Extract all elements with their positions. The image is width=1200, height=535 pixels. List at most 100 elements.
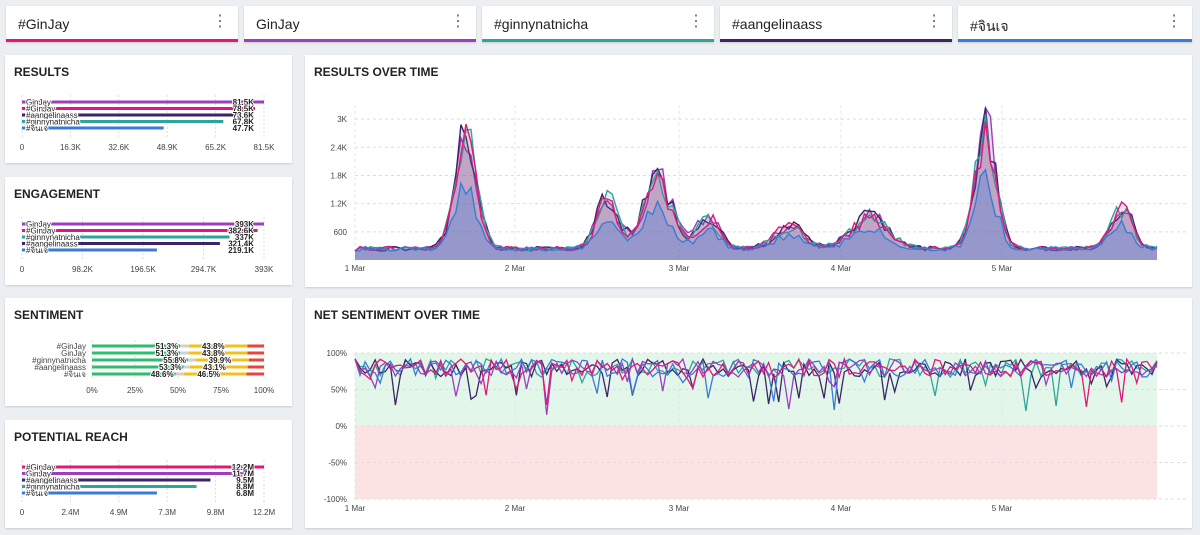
negative-bar (184, 372, 247, 376)
bar (22, 472, 255, 475)
legend-marker (257, 466, 262, 468)
positive-bar (92, 365, 184, 369)
tab-color-bar (244, 39, 476, 42)
negative-value-label: 46.5% (197, 370, 220, 379)
y-tick-label: 1.8K (331, 171, 348, 180)
bar-value-label: 73.6K (233, 111, 255, 120)
bar-value-label: 337K (235, 233, 254, 242)
more-options-icon[interactable]: ⋮ (688, 13, 704, 30)
negative-bar (188, 351, 248, 355)
series-area (355, 169, 1157, 260)
positive-bar (92, 344, 181, 348)
bar-value-label: 393K (235, 220, 254, 229)
bar-category-label: #ginnynatnicha (26, 233, 80, 242)
neutral-bar (175, 372, 185, 376)
axis-tick-label: 32.6K (108, 143, 130, 152)
bar-value-label: 47.7K (233, 124, 255, 133)
positive-bar (92, 358, 188, 362)
axis-tick-label: 65.2K (205, 143, 227, 152)
sentiment-bar-chart: 0% 25% 50% 75% 100% #GinJay 51.3% 43.8% GinJay 51… (32, 340, 274, 395)
series-line (354, 356, 1158, 415)
sentiment-category-label: #ginnynatnicha (32, 356, 86, 365)
positive-value-label: 51.3% (156, 349, 179, 358)
bar (22, 478, 211, 482)
bar-category-label: #จินเจ (26, 246, 48, 255)
axis-tick-label: 16.3K (60, 143, 82, 152)
tab-label: #จินเจ (970, 18, 1009, 34)
series-line (354, 357, 1158, 406)
bar-value-label: 12.2M (232, 463, 255, 472)
more-options-icon[interactable]: ⋮ (926, 13, 942, 30)
sentiment-category-label: #aangelinaass (34, 363, 86, 372)
series-area (355, 121, 1157, 260)
positive-bar (92, 351, 181, 355)
bar (22, 229, 258, 232)
y-tick-label: 2.4K (331, 143, 348, 152)
y-tick-label: 0% (335, 422, 347, 431)
bar-category-label: #aangelinaass (26, 476, 78, 485)
bar-category-label: #จินเจ (26, 124, 48, 133)
potential-reach-card: POTENTIAL REACH 0 2.4M 4.9M 7.3M 9.8M 12.2M #G… (5, 420, 292, 528)
x-tick-label: 5 Mar (992, 264, 1013, 273)
bar-category-label: #ginnynatnicha (26, 118, 80, 127)
axis-tick-label: 98.2K (72, 265, 94, 274)
x-tick-label: 2 Mar (505, 264, 526, 273)
axis-tick-label: 4.9M (110, 508, 128, 517)
bar-category-label: #aangelinaass (26, 111, 78, 120)
results-over-time-card: RESULTS OVER TIME 3K 2.4K 1.8K 1.2K 600 1 Mar… (305, 55, 1192, 287)
engagement-card: ENGAGEMENT 0 98.2K 196.5K 294.7K 393K GinJay 3… (5, 177, 292, 285)
series-line (354, 357, 1158, 411)
tab-ginnynatnicha[interactable]: #ginnynatnicha ⋮ (482, 6, 714, 42)
tab-ginjay[interactable]: GinJay ⋮ (244, 6, 476, 42)
bar (22, 242, 220, 245)
x-tick-label: 4 Mar (831, 264, 852, 273)
bar (22, 100, 264, 104)
bar-category-label: #จินเจ (26, 489, 48, 498)
axis-tick-label: 75% (213, 386, 229, 395)
y-tick-label: 50% (331, 386, 347, 395)
negative-bar (195, 358, 249, 362)
axis-tick-label: 81.5K (254, 143, 276, 152)
bar (22, 120, 224, 123)
bar-category-label: GinJay (26, 220, 51, 229)
x-tick-label: 1 Mar (345, 504, 366, 513)
sentiment-card: SENTIMENT 0% 25% 50% 75% 100% #GinJay 51.3% 43.… (5, 298, 292, 406)
negative-strong-bar (246, 372, 264, 376)
reach-bar-chart: 0 2.4M 4.9M 7.3M 9.8M 12.2M #GinJay 12.2M GinJay… (20, 460, 275, 517)
y-tick-label: -50% (328, 459, 347, 468)
bar-value-label: 81.5K (233, 98, 255, 107)
negative-value-label: 39.9% (209, 356, 232, 365)
neutral-bar (183, 365, 190, 369)
axis-tick-label: 7.3M (158, 508, 176, 517)
more-options-icon[interactable]: ⋮ (450, 13, 466, 30)
tab-color-bar (720, 39, 952, 42)
bar-value-label: 9.5M (236, 476, 254, 485)
x-tick-label: 5 Mar (992, 504, 1013, 513)
results-over-time-chart: 3K 2.4K 1.8K 1.2K 600 1 Mar 2 Mar 3 Mar 4 Mar 5 M… (331, 105, 1187, 273)
bar-value-label: 78.5K (233, 105, 255, 114)
tab-aangelinaass[interactable]: #aangelinaass ⋮ (720, 6, 952, 42)
tab-ginjay-hashtag[interactable]: #GinJay ⋮ (6, 6, 238, 42)
bar-category-label: #aangelinaass (26, 240, 78, 249)
card-title: POTENTIAL REACH (14, 430, 128, 444)
more-options-icon[interactable]: ⋮ (1166, 13, 1182, 30)
legend-marker (257, 223, 262, 225)
positive-value-label: 51.3% (156, 342, 179, 351)
bar-category-label: #GinJay (26, 105, 55, 114)
more-options-icon[interactable]: ⋮ (212, 13, 228, 30)
axis-tick-label: 294.7K (191, 265, 217, 274)
negative-value-label: 43.1% (203, 363, 226, 372)
bar (22, 126, 164, 130)
neutral-bar (187, 358, 196, 362)
x-tick-label: 4 Mar (831, 504, 852, 513)
negative-strong-bar (247, 365, 264, 369)
x-tick-label: 3 Mar (669, 504, 690, 513)
bar-category-label: #GinJay (26, 463, 55, 472)
bar-value-label: 6.8M (236, 489, 254, 498)
tab-jinjay-thai[interactable]: #จินเจ ⋮ (958, 6, 1192, 42)
positive-value-label: 55.8% (163, 356, 186, 365)
engagement-bar-chart: 0 98.2K 196.5K 294.7K 393K GinJay 393K #GinJay 3… (20, 217, 274, 274)
axis-tick-label: 25% (127, 386, 143, 395)
axis-tick-label: 196.5K (130, 265, 156, 274)
tab-label: #ginnynatnicha (494, 16, 589, 32)
